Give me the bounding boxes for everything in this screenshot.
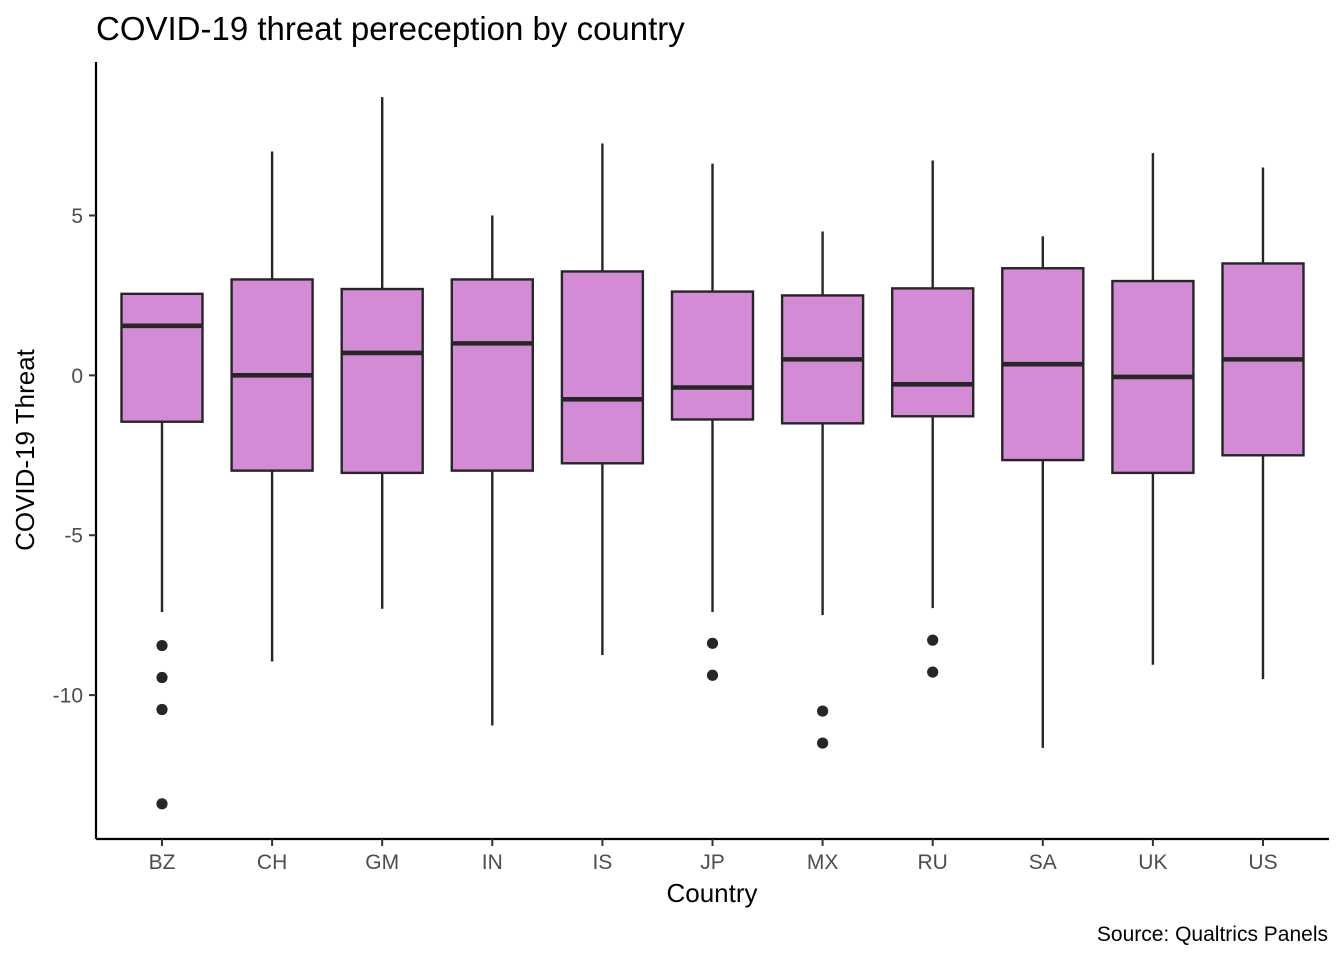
x-tick-label: MX	[807, 851, 839, 874]
outlier-point	[817, 705, 829, 717]
chart-caption: Source: Qualtrics Panels	[1097, 923, 1328, 946]
outlier-point	[156, 798, 168, 810]
x-tick-label: UK	[1138, 851, 1167, 874]
outlier-point	[156, 703, 168, 716]
box-iqr	[120, 292, 204, 423]
box-sa	[1001, 236, 1085, 748]
y-tick-label: -5	[64, 525, 83, 548]
box-us	[1221, 167, 1305, 680]
x-tick-label: IS	[592, 851, 612, 874]
outlier-point	[706, 669, 719, 681]
x-axis-ticks: BZ CH GM IN IS JP MX RU SA UK US	[149, 839, 1278, 874]
box-iqr	[560, 270, 645, 465]
box-iqr	[670, 290, 755, 421]
box-jp	[670, 163, 755, 681]
outlier-point	[156, 639, 168, 652]
x-tick-label: IN	[482, 851, 503, 874]
box-bz	[120, 292, 204, 810]
y-tick-label: 0	[71, 365, 83, 388]
x-tick-label: GM	[365, 851, 399, 874]
x-tick-label: CH	[257, 851, 287, 874]
x-tick-label: RU	[918, 851, 948, 874]
outlier-point	[706, 637, 719, 649]
y-axis-ticks: 5 0 -5 -10	[53, 205, 96, 708]
outlier-point	[817, 737, 829, 749]
box-iqr	[340, 287, 424, 475]
box-in	[450, 215, 534, 726]
plot-area	[120, 97, 1305, 810]
x-axis-title: Country	[666, 878, 757, 908]
x-tick-label: JP	[700, 851, 725, 874]
box-ru	[891, 160, 975, 678]
box-iqr	[450, 278, 534, 472]
x-tick-label: BZ	[149, 851, 176, 874]
box-mx	[780, 231, 865, 749]
box-is	[560, 143, 645, 656]
box-uk	[1111, 153, 1195, 665]
y-tick-label: -10	[53, 685, 83, 708]
box-iqr	[891, 287, 975, 418]
x-tick-label: SA	[1029, 851, 1057, 874]
box-gm	[340, 97, 424, 609]
outlier-point	[156, 671, 168, 684]
y-tick-label: 5	[71, 205, 83, 228]
outlier-point	[927, 634, 939, 646]
box-ch	[230, 151, 314, 662]
x-tick-label: US	[1248, 851, 1277, 874]
chart-title: COVID-19 threat pereception by country	[96, 10, 685, 47]
y-axis-title: COVID-19 Threat	[10, 348, 40, 551]
outlier-point	[927, 666, 939, 678]
